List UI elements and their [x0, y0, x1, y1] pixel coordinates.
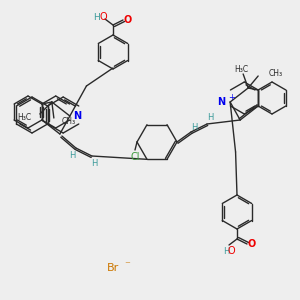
Text: N: N [73, 111, 81, 121]
Text: H: H [191, 122, 197, 131]
Text: Br: Br [107, 263, 119, 273]
Text: H: H [69, 151, 75, 160]
Text: O: O [227, 246, 235, 256]
Text: N: N [217, 97, 225, 107]
Text: H: H [223, 247, 229, 256]
Text: ⁻: ⁻ [124, 260, 130, 270]
Text: H: H [94, 13, 100, 22]
Text: H: H [91, 158, 97, 167]
Text: CH₃: CH₃ [62, 118, 76, 127]
Text: O: O [124, 15, 132, 25]
Text: Cl: Cl [130, 152, 140, 162]
Text: H₃C: H₃C [18, 113, 32, 122]
Text: O: O [248, 239, 256, 249]
Text: H: H [207, 113, 213, 122]
Text: +: + [228, 92, 235, 101]
Text: H₃C: H₃C [234, 64, 248, 74]
Text: O: O [99, 12, 107, 22]
Text: CH₃: CH₃ [268, 68, 282, 77]
